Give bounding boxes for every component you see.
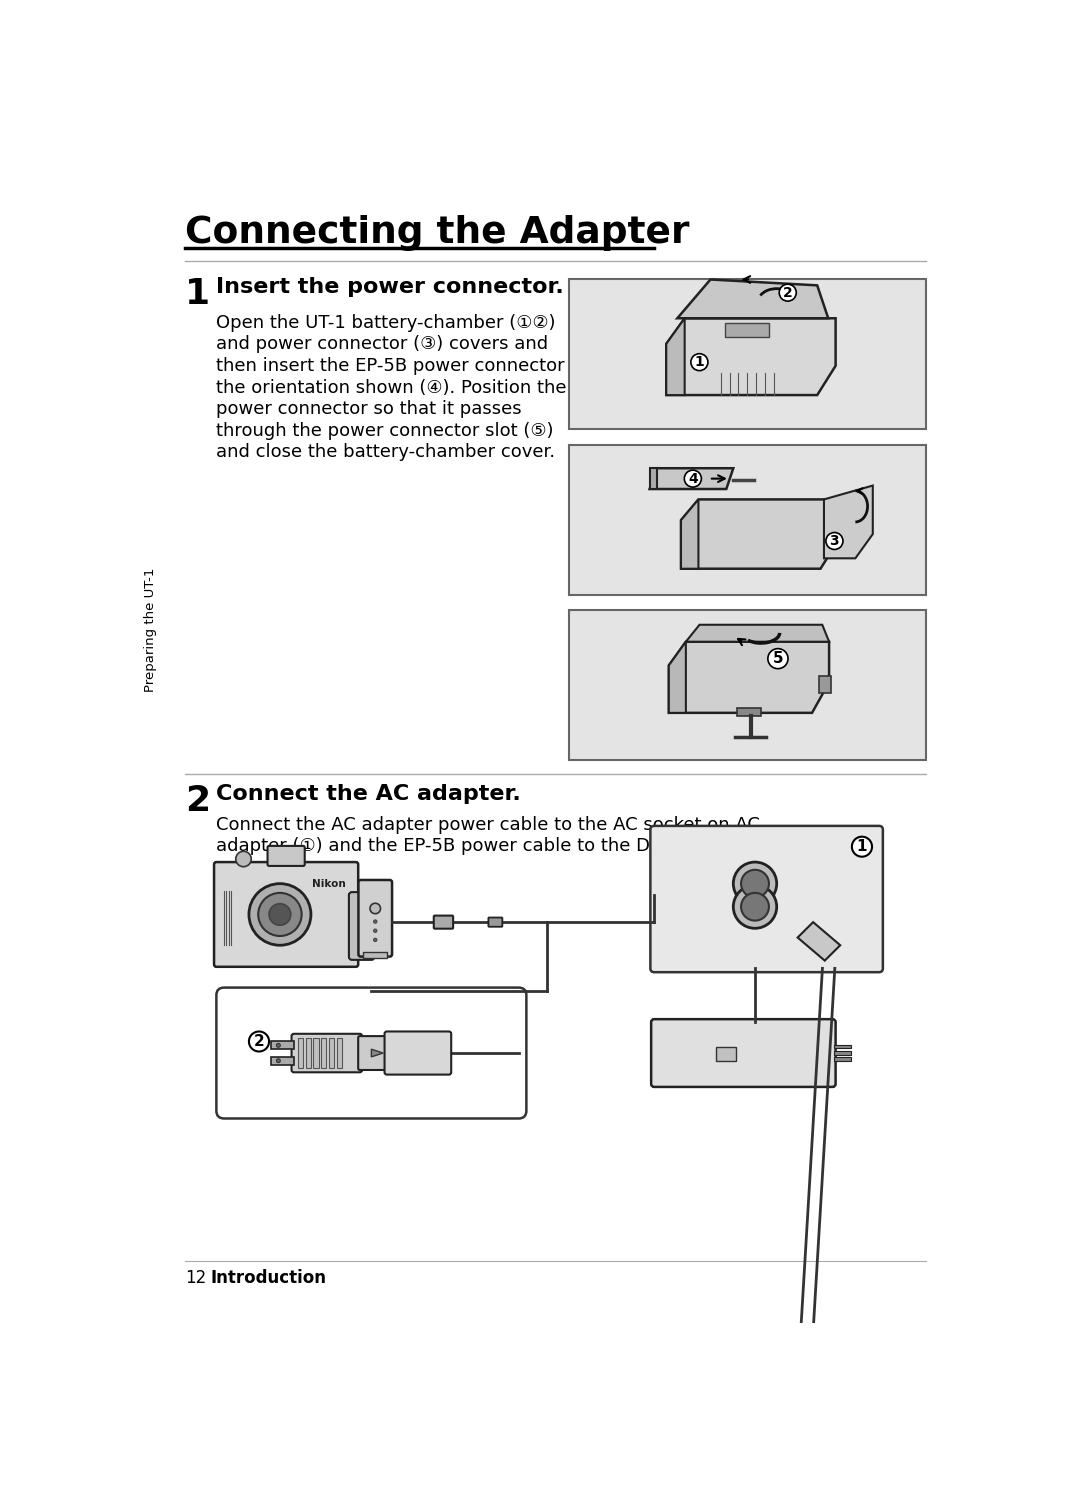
- Circle shape: [374, 920, 377, 923]
- Text: Connect the AC adapter power cable to the AC socket on AC: Connect the AC adapter power cable to th…: [216, 816, 760, 834]
- Text: 2: 2: [783, 285, 793, 300]
- FancyBboxPatch shape: [268, 846, 305, 866]
- FancyBboxPatch shape: [359, 1036, 389, 1070]
- Bar: [834, 1057, 851, 1061]
- Text: power connector so that it passes: power connector so that it passes: [216, 400, 522, 418]
- Polygon shape: [677, 279, 828, 318]
- Bar: [569, 611, 926, 761]
- Text: through the power connector slot (⑤): through the power connector slot (⑤): [216, 422, 554, 440]
- Text: and power connector (③) covers and: and power connector (③) covers and: [216, 336, 549, 354]
- Polygon shape: [649, 468, 657, 489]
- Polygon shape: [649, 468, 733, 489]
- Polygon shape: [681, 499, 838, 569]
- Bar: [313, 1037, 319, 1068]
- FancyBboxPatch shape: [359, 880, 392, 957]
- Circle shape: [733, 886, 777, 929]
- Text: 1: 1: [186, 276, 211, 311]
- FancyBboxPatch shape: [216, 988, 526, 1119]
- Text: Open the UT-1 battery-chamber (①②): Open the UT-1 battery-chamber (①②): [216, 314, 556, 331]
- Bar: [306, 1037, 311, 1068]
- FancyBboxPatch shape: [384, 1031, 451, 1074]
- Circle shape: [691, 354, 707, 370]
- Text: 1: 1: [856, 840, 867, 854]
- Text: then insert the EP-5B power connector in: then insert the EP-5B power connector in: [216, 357, 588, 374]
- FancyBboxPatch shape: [434, 915, 454, 929]
- Circle shape: [852, 837, 872, 857]
- Text: Connecting the Adapter: Connecting the Adapter: [186, 215, 690, 251]
- Text: Connect the AC adapter.: Connect the AC adapter.: [216, 783, 522, 804]
- Bar: [834, 1045, 851, 1049]
- Circle shape: [248, 1031, 269, 1052]
- Bar: [328, 1037, 334, 1068]
- FancyBboxPatch shape: [292, 1034, 362, 1073]
- FancyBboxPatch shape: [650, 826, 882, 972]
- Circle shape: [779, 284, 796, 302]
- Polygon shape: [669, 642, 686, 713]
- Circle shape: [733, 862, 777, 905]
- Polygon shape: [669, 642, 829, 713]
- Circle shape: [248, 884, 311, 945]
- Bar: [321, 1037, 326, 1068]
- Polygon shape: [681, 499, 699, 569]
- Text: 5: 5: [772, 651, 783, 666]
- Circle shape: [768, 648, 788, 669]
- Bar: [569, 279, 926, 429]
- Text: 1: 1: [694, 355, 704, 369]
- Text: adapter (①) and the EP-5B power cable to the DC socket (②).: adapter (①) and the EP-5B power cable to…: [216, 838, 768, 856]
- FancyBboxPatch shape: [214, 862, 359, 967]
- Circle shape: [235, 851, 252, 866]
- Polygon shape: [798, 923, 840, 960]
- Polygon shape: [372, 1049, 383, 1057]
- Circle shape: [370, 903, 380, 914]
- Bar: [271, 1057, 294, 1064]
- Bar: [725, 324, 769, 336]
- Bar: [569, 444, 926, 594]
- Circle shape: [741, 869, 769, 898]
- Text: Preparing the UT-1: Preparing the UT-1: [144, 568, 157, 691]
- Text: 3: 3: [829, 533, 839, 548]
- Circle shape: [269, 903, 291, 926]
- Bar: [716, 1046, 735, 1061]
- FancyBboxPatch shape: [651, 1019, 836, 1086]
- Circle shape: [276, 1060, 281, 1062]
- Text: Introduction: Introduction: [211, 1269, 326, 1287]
- Text: Nikon: Nikon: [312, 878, 346, 889]
- Bar: [271, 1042, 294, 1049]
- Circle shape: [685, 470, 701, 487]
- Text: Insert the power connector.: Insert the power connector.: [216, 276, 564, 297]
- FancyBboxPatch shape: [488, 917, 502, 927]
- Text: 2: 2: [186, 783, 211, 817]
- Circle shape: [374, 938, 377, 942]
- Bar: [298, 1037, 303, 1068]
- Bar: [363, 953, 387, 957]
- Text: and close the battery-chamber cover.: and close the battery-chamber cover.: [216, 443, 555, 461]
- Circle shape: [276, 1043, 281, 1048]
- Text: 2: 2: [254, 1034, 265, 1049]
- Circle shape: [258, 893, 301, 936]
- Circle shape: [826, 532, 843, 550]
- Bar: [819, 676, 832, 692]
- Polygon shape: [666, 318, 685, 395]
- Polygon shape: [686, 624, 829, 642]
- Circle shape: [741, 893, 769, 921]
- Text: 4: 4: [688, 471, 698, 486]
- Circle shape: [374, 929, 377, 932]
- Bar: [337, 1037, 342, 1068]
- Polygon shape: [666, 318, 836, 395]
- Text: the orientation shown (④). Position the: the orientation shown (④). Position the: [216, 379, 567, 397]
- Bar: [737, 709, 761, 716]
- Polygon shape: [824, 486, 873, 559]
- Text: 12: 12: [186, 1269, 206, 1287]
- FancyBboxPatch shape: [349, 892, 375, 960]
- Bar: [834, 1051, 851, 1055]
